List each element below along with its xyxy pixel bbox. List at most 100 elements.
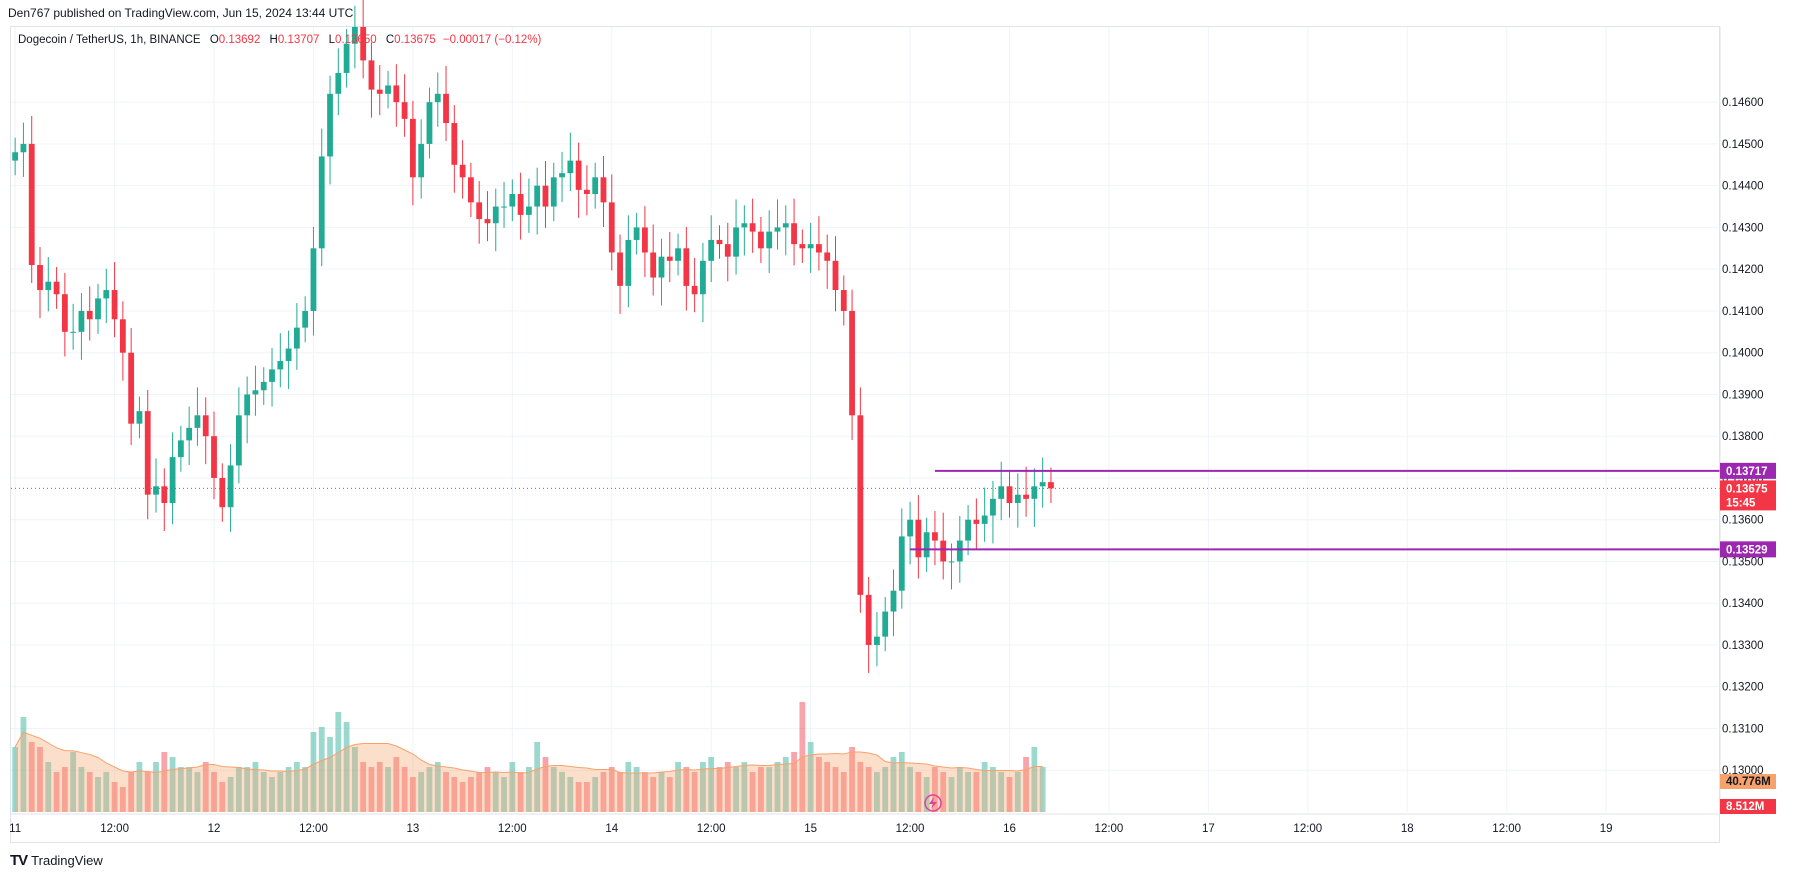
- candle-body: [683, 248, 690, 286]
- candle-layer: [12, 0, 1054, 673]
- candle-body: [675, 248, 681, 261]
- volume-bar: [277, 772, 284, 812]
- volume-bar: [343, 722, 350, 812]
- volume-bar: [260, 772, 267, 812]
- candle-body: [111, 290, 118, 320]
- tradingview-logo-icon: TV: [10, 852, 28, 869]
- volume-bar: [451, 777, 458, 812]
- volume-bar: [1031, 747, 1038, 812]
- volume-bar: [1039, 767, 1046, 812]
- volume-bar: [1006, 777, 1013, 812]
- lightning-icon-bolt: [929, 797, 937, 809]
- candle-body: [401, 102, 408, 119]
- volume-bar: [592, 777, 599, 812]
- volume-bar: [617, 772, 623, 812]
- volume-bar: [575, 782, 582, 812]
- volume-bar: [691, 772, 698, 812]
- footer-brand[interactable]: TV TradingView: [10, 852, 103, 869]
- volume-bar: [177, 767, 184, 812]
- volume-bar: [368, 767, 375, 812]
- volume-bar: [774, 762, 781, 812]
- candle-body: [857, 415, 864, 595]
- volume-bar: [675, 762, 681, 812]
- volume-bar: [865, 767, 872, 812]
- candle-body: [849, 310, 855, 416]
- volume-bar: [1023, 757, 1029, 812]
- candle-body: [865, 594, 872, 645]
- x-tick-label: 14: [605, 823, 618, 835]
- x-tick-label: 12:00: [100, 823, 129, 835]
- candle-body: [86, 310, 93, 320]
- candle-body: [915, 519, 922, 558]
- candle-body: [898, 536, 905, 591]
- volume-bar: [940, 772, 947, 812]
- volume-layer: [12, 702, 1046, 812]
- volume-bar: [293, 762, 300, 812]
- candle-body: [990, 498, 996, 516]
- y-axis: 0.14600 0.14500 0.14400 0.14300 0.14200 0.141…: [1719, 27, 1764, 814]
- candle-body: [293, 327, 300, 349]
- volume-bar: [973, 772, 980, 812]
- candle-body: [219, 477, 226, 508]
- candle-body: [733, 227, 739, 257]
- volume-bar: [642, 772, 648, 812]
- candle-body: [650, 252, 657, 278]
- volume-bar: [78, 767, 85, 812]
- candle-body: [948, 561, 955, 563]
- candle-body: [741, 223, 748, 228]
- volume-bar: [749, 772, 756, 812]
- volume-bar: [211, 772, 217, 812]
- candle-body: [343, 43, 350, 73]
- candle-body: [1039, 482, 1046, 487]
- volume-bar: [476, 772, 483, 812]
- volume-bar: [202, 762, 209, 812]
- volume-bar: [459, 782, 466, 812]
- volume-bar: [990, 767, 996, 812]
- y-tick-label: 0.14400: [1722, 181, 1764, 193]
- volume-bar: [584, 782, 590, 812]
- volume-bar: [700, 762, 706, 812]
- volume-bar: [724, 762, 731, 812]
- y-tick-label: 0.13100: [1722, 723, 1764, 735]
- volume-bar: [443, 772, 449, 812]
- change-value: −0.00017 (−0.12%): [442, 34, 542, 46]
- price-tags: 0.13717 0.13529 0.13675 15:45 40.776M 8.512M: [1720, 462, 1776, 814]
- open-label: O: [209, 34, 219, 46]
- candle-body: [128, 352, 135, 424]
- volume-ma-layer: [14, 731, 1043, 812]
- candle-body: [526, 206, 532, 215]
- volume-bar: [849, 747, 855, 812]
- volume-bar: [832, 767, 839, 812]
- candle-body: [882, 611, 889, 637]
- volume-bar: [426, 767, 433, 812]
- volume-bar: [600, 772, 607, 812]
- candle-body: [393, 85, 400, 103]
- candle-body: [144, 411, 151, 495]
- candle-body: [103, 290, 110, 299]
- candle-body: [244, 394, 251, 416]
- candle-body: [1048, 482, 1054, 489]
- volume-bar: [907, 767, 913, 812]
- symbol-title[interactable]: Dogecoin / TetherUS, 1h, BINANCE: [18, 34, 201, 46]
- volume-bar: [95, 777, 101, 812]
- y-tick-label: 0.13200: [1722, 682, 1764, 694]
- lightning-icon[interactable]: [924, 794, 942, 812]
- volume-bar: [534, 742, 541, 812]
- volume-bar: [501, 777, 507, 812]
- volume-bar: [824, 762, 831, 812]
- x-tick-label: 13: [406, 823, 419, 835]
- volume-bar: [351, 747, 358, 812]
- candle-body: [708, 239, 715, 261]
- volume-bar: [625, 762, 632, 812]
- candle-body: [1014, 494, 1021, 504]
- x-tick-label: 12:00: [896, 823, 925, 835]
- candle-body: [550, 177, 557, 207]
- candle-body: [53, 281, 60, 295]
- candle-body: [351, 27, 358, 44]
- volume-bar: [335, 712, 342, 812]
- candle-body: [443, 93, 449, 124]
- y-tick-label: 0.13800: [1722, 431, 1764, 443]
- candle-body: [517, 194, 524, 215]
- volume-bar: [716, 767, 723, 812]
